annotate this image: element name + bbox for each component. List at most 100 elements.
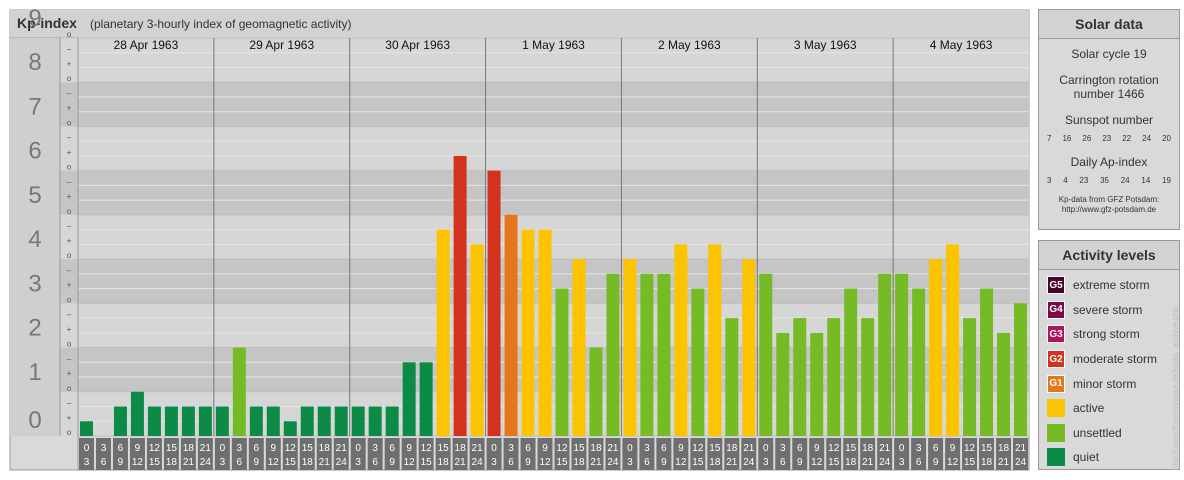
kp-chart: Kp-index (planetary 3-hourly index of geo… <box>9 5 1030 471</box>
sunspot-number-title: Sunspot number <box>1064 113 1154 127</box>
kp-bar <box>215 406 229 436</box>
sunspot-value: 23 <box>1102 134 1112 143</box>
kp-bar <box>419 362 433 436</box>
sunspot-value: 20 <box>1162 134 1171 143</box>
y-subtick: o <box>67 295 72 304</box>
legend-label: unsettled <box>1073 425 1122 440</box>
sunspot-value: 22 <box>1122 134 1132 143</box>
time-start-label: 21 <box>607 443 619 454</box>
y-subtick: o <box>67 340 72 349</box>
time-cell <box>367 438 383 470</box>
solar-data-title: Solar data <box>1039 10 1179 39</box>
carrington-rotation-label: Carrington rotation <box>1059 73 1159 87</box>
time-cell <box>911 438 927 470</box>
y-subtick: o <box>67 118 72 127</box>
day-label: 28 Apr 1963 <box>114 38 179 52</box>
time-start-label: 6 <box>118 443 124 454</box>
kp-bar <box>470 244 484 436</box>
kp-bar <box>266 406 280 436</box>
time-cell <box>299 438 315 470</box>
time-end-label: 6 <box>237 457 243 468</box>
time-cell <box>231 438 247 470</box>
kp-bar <box>232 347 246 436</box>
time-end-label: 18 <box>845 457 857 468</box>
time-start-label: 9 <box>271 443 277 454</box>
time-start-label: 0 <box>355 443 361 454</box>
y-subtick: – <box>67 177 72 186</box>
kp-bar <box>504 214 518 436</box>
time-end-label: 6 <box>372 457 378 468</box>
kp-bar <box>623 259 637 436</box>
time-end-label: 18 <box>573 457 585 468</box>
y-tick-label: 1 <box>28 359 41 386</box>
ap-value: 19 <box>1162 176 1171 185</box>
y-tick-label: 3 <box>28 270 41 297</box>
legend-swatch: G3 <box>1047 325 1065 344</box>
time-end-label: 15 <box>149 457 161 468</box>
time-start-label: 15 <box>166 443 178 454</box>
y-subtick: – <box>67 310 72 319</box>
kp-bar <box>912 288 926 436</box>
kp-bar <box>402 362 416 436</box>
kp-bar <box>980 288 994 436</box>
time-end-label: 9 <box>389 457 395 468</box>
time-start-label: 9 <box>678 443 684 454</box>
y-tick-label: 8 <box>28 49 41 76</box>
legend-label: minor storm <box>1073 376 1137 391</box>
time-cell <box>486 438 502 470</box>
kp-bar <box>963 318 977 436</box>
time-cell <box>673 438 689 470</box>
legend-swatch: G5 <box>1047 276 1065 295</box>
y-tick-label: 4 <box>28 226 41 253</box>
time-start-label: 21 <box>1015 443 1027 454</box>
time-cell <box>401 438 417 470</box>
time-cell <box>333 438 349 470</box>
time-start-label: 15 <box>845 443 857 454</box>
time-end-label: 3 <box>491 457 497 468</box>
time-cell <box>860 438 876 470</box>
kp-bar <box>997 332 1011 436</box>
sunspot-value: 7 <box>1047 134 1052 143</box>
legend-item-moderate-storm: G2 moderate storm <box>1039 347 1179 372</box>
kp-bar <box>521 229 535 436</box>
time-cell <box>639 438 655 470</box>
sunspot-value: 26 <box>1082 134 1092 143</box>
legend-label: extreme storm <box>1073 278 1150 293</box>
y-tick-label: 7 <box>28 93 41 120</box>
time-cell <box>435 438 451 470</box>
time-cell <box>741 438 757 470</box>
legend-label: quiet <box>1073 450 1100 465</box>
time-cell <box>809 438 825 470</box>
y-subtick: o <box>67 207 72 216</box>
time-start-label: 6 <box>797 443 803 454</box>
band-7 <box>60 82 1029 127</box>
time-cell <box>384 438 400 470</box>
time-end-label: 12 <box>268 457 280 468</box>
time-start-label: 9 <box>950 443 956 454</box>
data-credit: Kp-data from GFZ Potsdam: http://www.gfz… <box>1039 195 1179 215</box>
carrington-rotation-number: number 1466 <box>1073 87 1145 101</box>
y-subtick: + <box>67 59 72 68</box>
time-end-label: 3 <box>355 457 361 468</box>
kp-bar <box>249 406 263 436</box>
time-start-label: 3 <box>780 443 786 454</box>
ap-index-title: Daily Ap-index <box>1070 155 1148 169</box>
solar-data-panel: Solar data Solar cycle 19 Carrington rot… <box>1038 9 1180 230</box>
time-start-label: 0 <box>84 443 90 454</box>
time-end-label: 24 <box>743 457 755 468</box>
time-cell <box>758 438 774 470</box>
y-tick-label: 6 <box>28 138 41 165</box>
time-cell <box>537 438 553 470</box>
time-start-label: 21 <box>879 443 891 454</box>
time-end-label: 18 <box>302 457 314 468</box>
y-subtick: + <box>67 369 72 378</box>
time-cell <box>792 438 808 470</box>
time-start-label: 6 <box>525 443 531 454</box>
time-end-label: 12 <box>132 457 144 468</box>
time-cell <box>316 438 332 470</box>
kp-bar <box>334 406 348 436</box>
y-subtick: – <box>67 399 72 408</box>
time-cell <box>79 438 94 470</box>
legend-swatch <box>1047 448 1065 467</box>
time-end-label: 9 <box>797 457 803 468</box>
